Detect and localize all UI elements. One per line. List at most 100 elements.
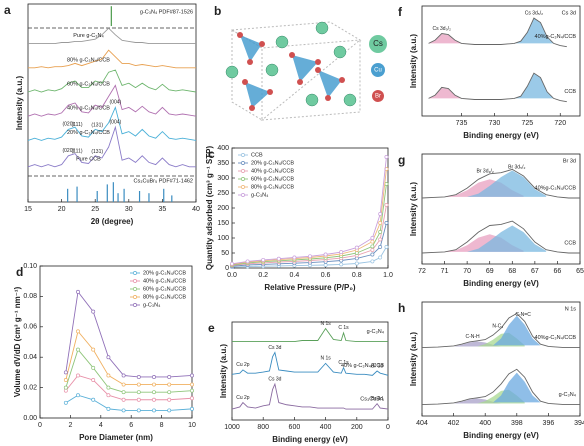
panel-tag: Br 3d: [563, 158, 576, 164]
point: [136, 382, 141, 387]
peak-label: (131): [91, 122, 103, 128]
panel-tag: Cs 3d: [562, 10, 576, 16]
point: [370, 236, 375, 240]
series-label: CCB: [564, 240, 576, 246]
x-tick-label: 730: [489, 120, 501, 127]
point: [91, 309, 96, 314]
series-line: [27, 125, 196, 168]
peak-label: (020): [62, 148, 74, 154]
point: [121, 382, 126, 387]
peak-label: (004): [110, 100, 122, 106]
x-tick-label: 67: [531, 268, 539, 275]
point: [167, 382, 172, 387]
peak-label: (111): [72, 122, 83, 128]
x-tick-label: 68: [508, 268, 516, 275]
y-tick-label: 250: [217, 190, 229, 197]
y-tick-label: 300: [217, 175, 229, 182]
point: [378, 212, 383, 216]
x-tick-label: 0.4: [290, 272, 300, 279]
x-tick-label: 200: [351, 424, 363, 431]
structure-panel: b Cs Cu Br: [214, 4, 387, 121]
series-label: 40%g-C₃N₄/CCB: [535, 185, 577, 191]
x-tick-label: 0: [38, 422, 42, 429]
x-tick-label: 404: [416, 420, 428, 427]
peak-label: (131): [91, 149, 103, 155]
legend-marker: [133, 279, 137, 283]
panel-letter: g: [398, 153, 405, 167]
legend-label: 80% g-C₃N₄/CCB: [143, 294, 186, 300]
point: [370, 244, 375, 249]
y-tick-label: 0.08: [23, 293, 37, 300]
y-tick-label: 0.00: [23, 415, 37, 422]
point: [63, 370, 68, 375]
plot-frame: [421, 153, 581, 265]
peak-label: (020): [62, 122, 74, 128]
point: [91, 397, 96, 402]
y-tick-label: 200: [217, 205, 229, 212]
point: [384, 203, 389, 207]
x-tick-label: 400: [320, 424, 332, 431]
x-tick-label: 8: [160, 422, 164, 429]
panel-letter: a: [4, 3, 11, 17]
plot-frame: [421, 5, 581, 117]
x-tick-label: 69: [486, 268, 494, 275]
legend-marker: [133, 287, 137, 291]
point: [384, 182, 389, 186]
x-tick-label: 25: [91, 206, 99, 213]
point: [152, 382, 156, 387]
legend-label: Br: [375, 94, 381, 100]
peak-label: N 1s: [320, 321, 331, 327]
series-line: [28, 49, 196, 69]
x-tick-label: 15: [24, 206, 32, 213]
point: [106, 393, 111, 398]
legend-label: 20% g-C₃N₄/CCB: [251, 160, 294, 166]
point: [384, 221, 389, 225]
point: [121, 373, 126, 378]
point: [167, 408, 172, 413]
peak-label: Br 3d: [371, 363, 383, 369]
peak-label: Br 3d₅/₂: [508, 164, 525, 170]
cs-atoms: [225, 21, 357, 107]
legend-label: Cu: [374, 68, 382, 74]
series-label: 40% g-C₃N₄/CCB: [67, 106, 110, 112]
legend-cu: [371, 63, 385, 77]
point: [378, 230, 383, 234]
point: [136, 390, 141, 395]
legend-label: 80% g-C₃N₄/CCB: [251, 184, 294, 190]
x-tick-label: 720: [554, 120, 566, 127]
y-tick-label: 100: [217, 235, 229, 242]
point: [167, 375, 172, 379]
y-axis-label: Quantity adsorbed (cm³ g⁻¹ STP): [205, 146, 214, 271]
plot-frame: [39, 265, 193, 419]
x-tick-label: 396: [543, 420, 555, 427]
point: [190, 396, 194, 401]
series-line: [27, 84, 197, 117]
x-tick-label: 600: [289, 424, 301, 431]
point: [167, 390, 172, 395]
x-tick-label: 71: [441, 268, 449, 275]
series-line: [231, 204, 387, 267]
series-line: [421, 312, 580, 349]
point: [378, 237, 383, 242]
series-label: Cs₃CuBr₅: [360, 397, 384, 403]
legend-marker: [241, 177, 245, 181]
cell-edge: [230, 21, 362, 49]
legend-marker: [241, 161, 245, 165]
x-tick-label: 66: [554, 268, 562, 275]
x-tick-label: 35: [159, 206, 167, 213]
legend-cs: [369, 35, 387, 53]
point: [339, 250, 344, 255]
y-tick-label: 0.04: [23, 354, 37, 361]
series-line: [231, 183, 387, 266]
point: [91, 347, 96, 352]
fit-component: [467, 170, 547, 197]
series-line: [27, 69, 197, 93]
x-tick-label: 0.0: [227, 272, 237, 279]
x-tick-label: 0.6: [321, 272, 331, 279]
peak-label: (111): [72, 149, 83, 155]
point: [323, 252, 328, 257]
point: [106, 373, 111, 378]
point: [76, 393, 80, 398]
point: [370, 248, 375, 252]
